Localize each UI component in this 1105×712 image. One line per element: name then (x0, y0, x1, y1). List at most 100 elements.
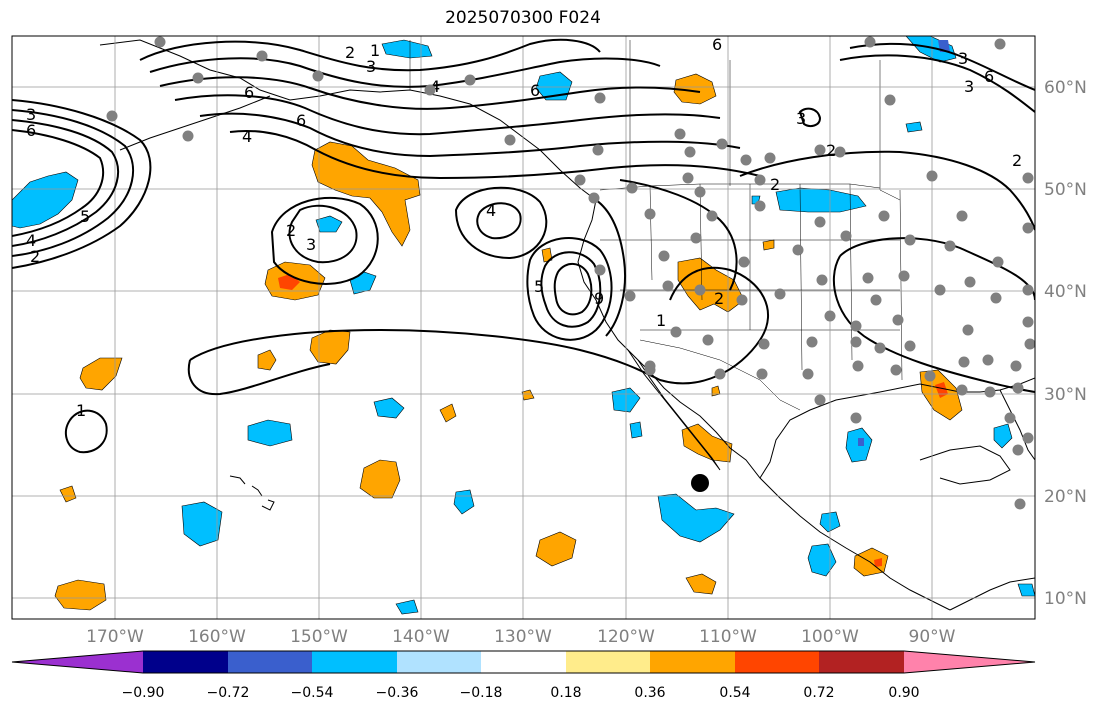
contour-label: 1 (370, 41, 380, 60)
contour-label: 6 (530, 81, 540, 100)
station-dot (504, 134, 516, 146)
contour-line (619, 179, 738, 291)
positive-region (685, 573, 717, 595)
station-dot (716, 138, 728, 150)
negative-region (905, 121, 923, 133)
map-area: 2 3 6 1 6 6 4 3 6 5 4 2 3 6 4 2 6 2 4 2 … (12, 36, 1035, 619)
map-title: 2025070300 F024 (445, 8, 601, 28)
ocean-background (12, 36, 1035, 619)
station-dot (574, 174, 586, 186)
contour-label: 4 (242, 127, 252, 146)
colorbar-tick-label: −0.36 (376, 685, 419, 701)
station-dot (706, 210, 718, 222)
station-dot (682, 172, 694, 184)
contour-line (849, 42, 1035, 91)
station-dot (684, 146, 696, 158)
contour-label: 1 (76, 401, 86, 420)
contour-line (12, 99, 152, 269)
station-dot (870, 294, 882, 306)
station-dot (736, 294, 748, 306)
graticule (12, 36, 1035, 619)
lon-label: 140°W (392, 627, 450, 647)
lon-label: 120°W (597, 627, 655, 647)
station-dot (774, 288, 786, 300)
strong-negative-region (858, 438, 864, 446)
contour-labels: 2 3 6 1 6 6 4 3 6 5 4 2 3 6 4 2 6 2 4 2 … (26, 36, 1022, 420)
colorbar-extend-high (904, 651, 1035, 673)
contour-label: 3 (26, 105, 36, 124)
contour-line (64, 409, 108, 454)
contour-label: 4 (430, 77, 440, 96)
state-borders (409, 40, 903, 411)
station-dot (850, 320, 862, 332)
station-dot (864, 36, 876, 48)
contour-label: 2 (30, 247, 40, 266)
contour-line (159, 76, 701, 110)
colorbar-tick-label: −0.72 (207, 685, 250, 701)
contour-line (12, 119, 120, 247)
station-dot (644, 364, 656, 376)
negative-region (12, 171, 79, 229)
station-dot (852, 360, 864, 372)
station-dot (714, 368, 726, 380)
station-dot (824, 310, 836, 322)
contour-line (739, 150, 1035, 231)
station-dot (814, 144, 826, 156)
station-dot (840, 230, 852, 242)
station-dot (934, 284, 946, 296)
contour-line (199, 112, 741, 158)
station-dot (992, 256, 1004, 268)
positive-region (681, 423, 733, 463)
contour-line (832, 255, 1035, 393)
station-dot (694, 186, 706, 198)
location-marker (691, 474, 709, 492)
contour-label: 5 (534, 277, 544, 296)
contour-line (839, 237, 1035, 301)
contour-line (270, 196, 379, 285)
colorbar-segment (397, 651, 481, 673)
contour-label: 4 (486, 201, 496, 220)
station-dot (690, 232, 702, 244)
station-dot (658, 250, 670, 262)
canada-province-border (409, 40, 901, 201)
contour-line (595, 199, 627, 337)
colorbar-segment (566, 651, 650, 673)
contour-label: 6 (984, 67, 994, 86)
colorbar-extend-low (12, 651, 143, 673)
station-dot (1014, 498, 1026, 510)
station-dot (758, 338, 770, 350)
contour-label: 1 (656, 311, 666, 330)
station-dot (924, 370, 936, 382)
contour-line (12, 109, 134, 257)
positive-region (79, 357, 123, 391)
station-dot (926, 170, 938, 182)
colorbar-outline (11, 650, 1036, 674)
station-dot (898, 270, 910, 282)
station-dot (1022, 432, 1034, 444)
colorbar-tick-label: 0.18 (550, 685, 581, 701)
colorbar-tick-label: −0.54 (291, 685, 334, 701)
station-dot (702, 334, 714, 346)
central-america-coast (949, 577, 1035, 611)
station-dot (182, 130, 194, 142)
contour-label: 6 (296, 111, 306, 130)
station-dot (588, 192, 600, 204)
negative-region (993, 423, 1013, 449)
colorbar-segment (735, 651, 819, 673)
station-dot (756, 368, 768, 380)
colorbar-tick-label: −0.18 (460, 685, 503, 701)
lat-label: 30°N (1044, 385, 1087, 405)
latitude-labels: 60°N 50°N 40°N 30°N 20°N 10°N (1044, 78, 1087, 609)
contour-label: 9 (594, 289, 604, 308)
contour-line (189, 266, 770, 385)
station-dot (874, 342, 886, 354)
station-dot (890, 364, 902, 376)
negative-region (381, 39, 433, 59)
contour-label: 4 (26, 231, 36, 250)
station-dot (792, 244, 804, 256)
hawaii-islands (229, 475, 275, 511)
station-dot (982, 354, 994, 366)
station-dot (1022, 316, 1034, 328)
west-coast (577, 199, 951, 611)
